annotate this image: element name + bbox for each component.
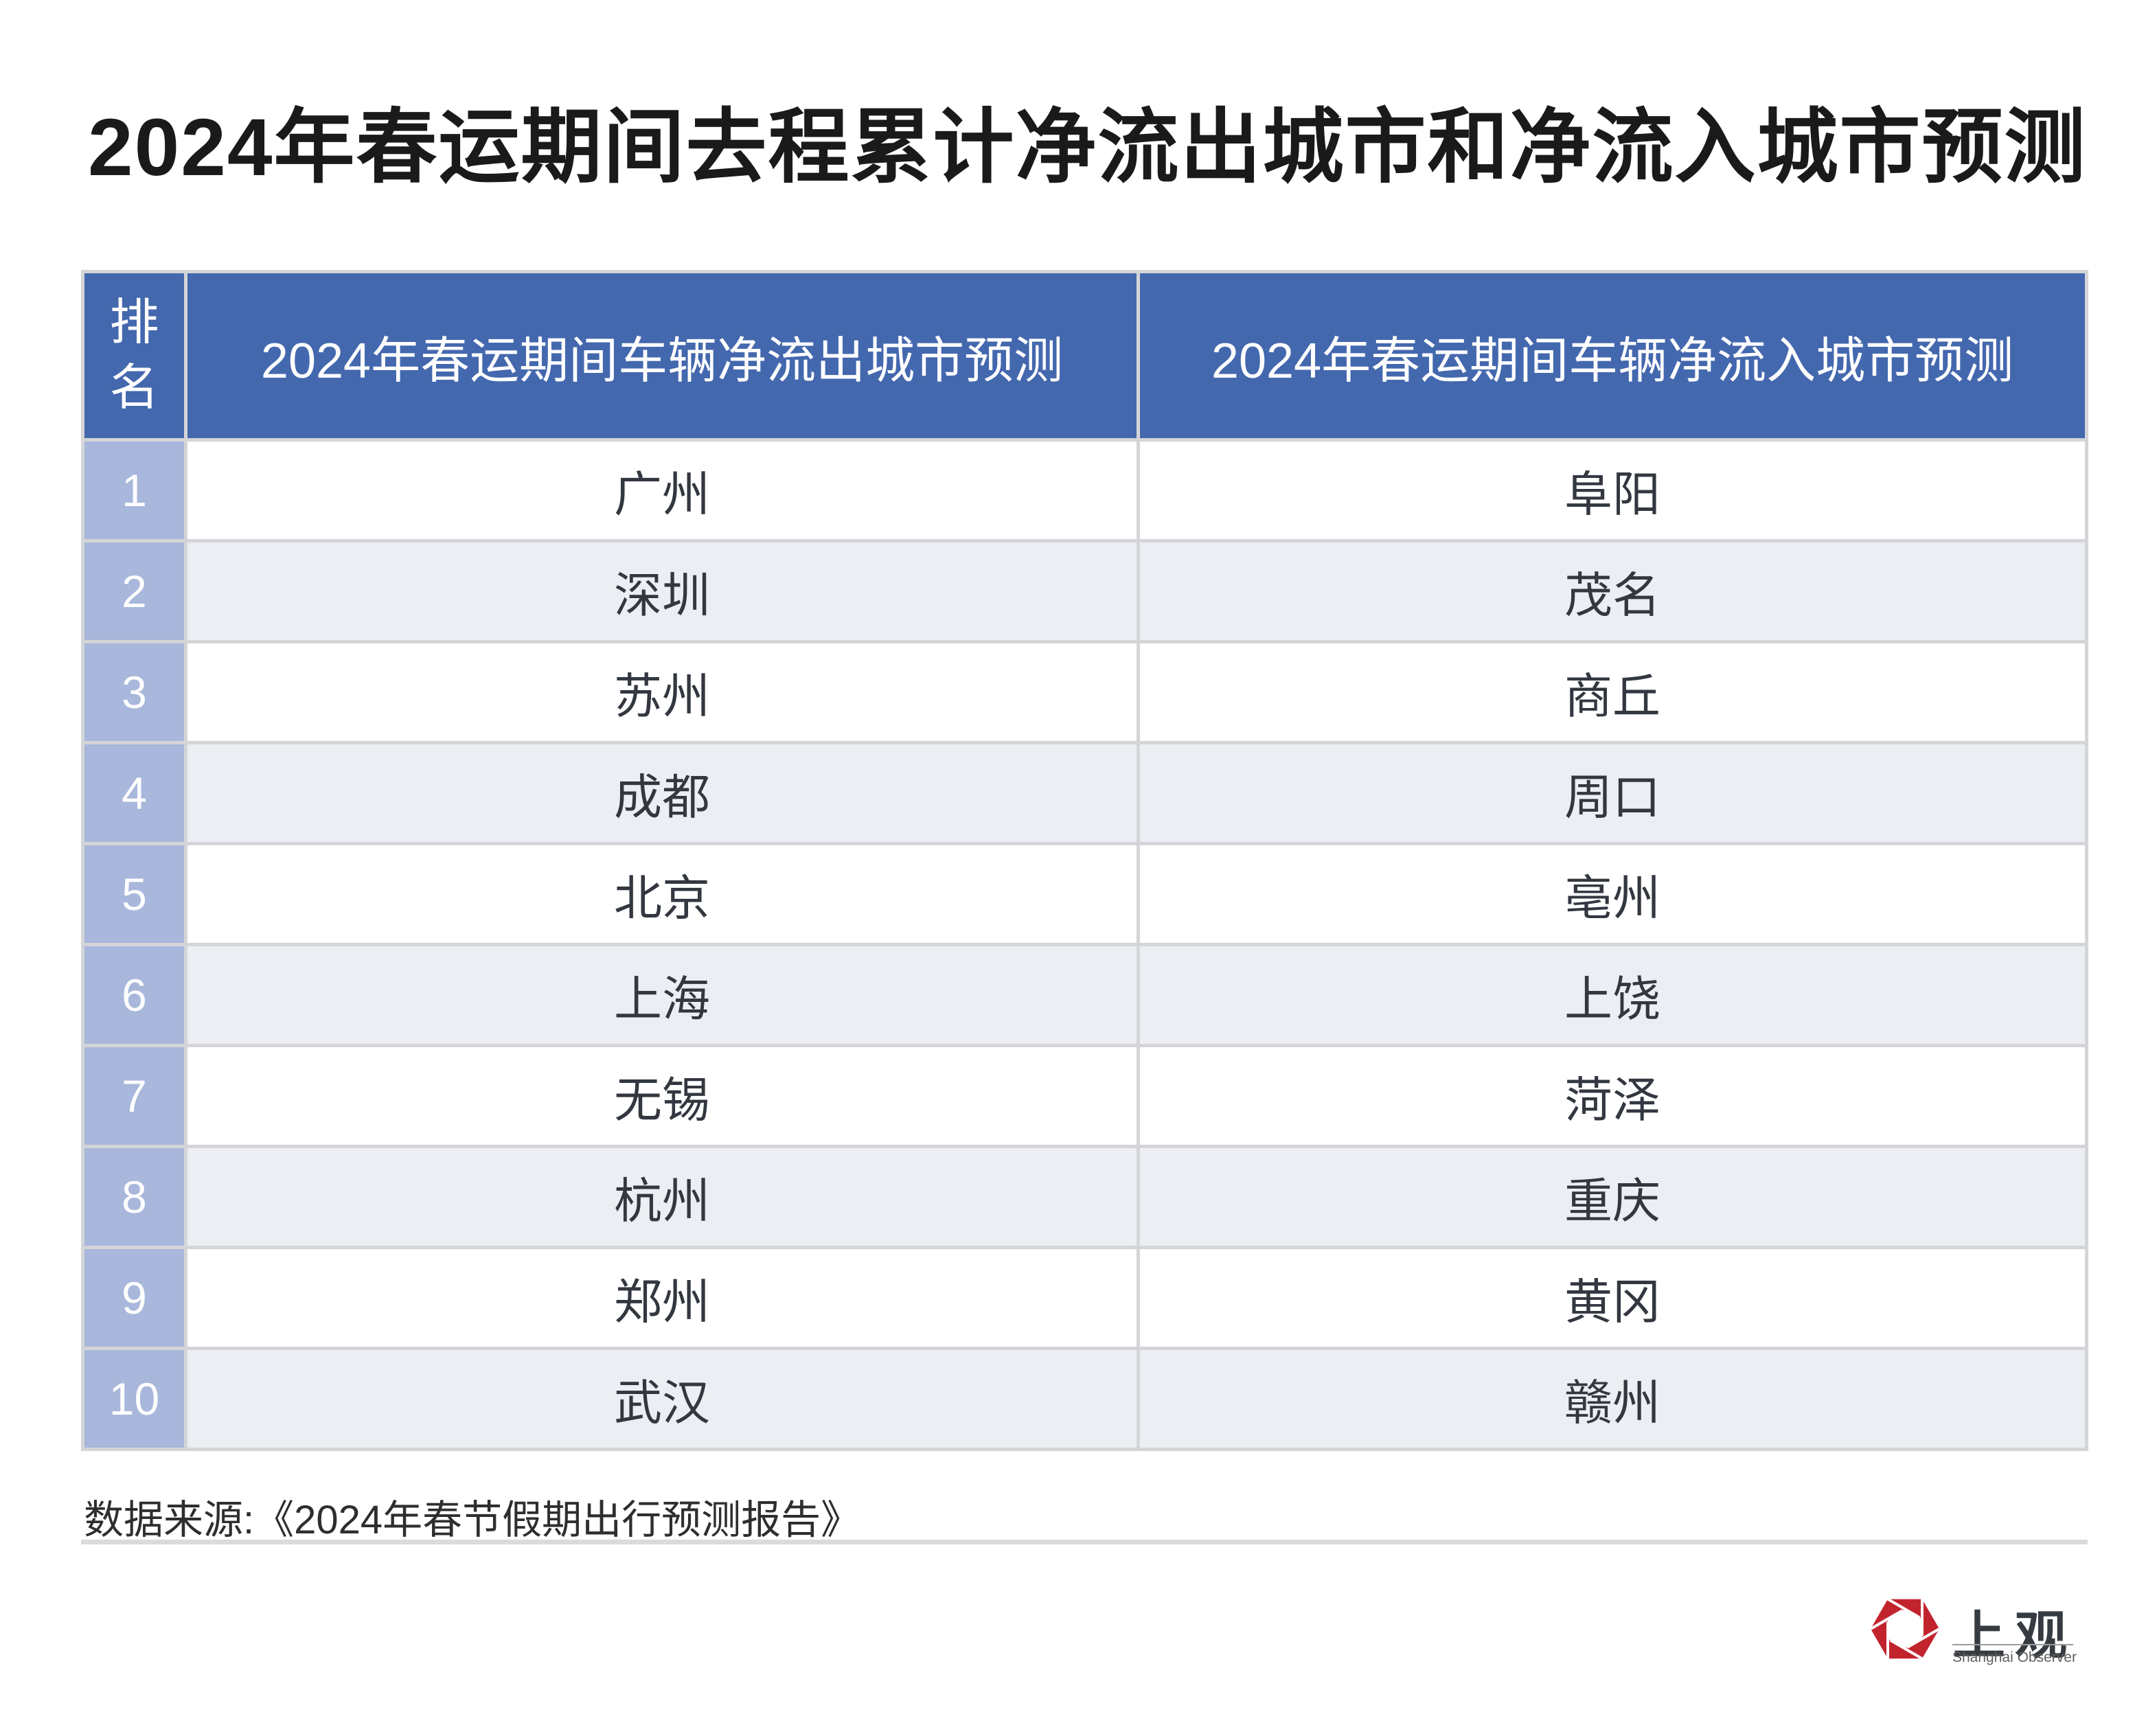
logo-divider-line xyxy=(1952,1644,2073,1645)
table-row: 4 成都 周口 xyxy=(81,741,2088,845)
inflow-city-cell: 重庆 xyxy=(1137,1145,2088,1249)
inflow-city-cell: 亳州 xyxy=(1137,842,2088,946)
outflow-city-cell: 苏州 xyxy=(184,640,1140,744)
inflow-city-cell: 茂名 xyxy=(1137,539,2088,643)
table-row: 10 武汉 赣州 xyxy=(81,1347,2088,1451)
rank-cell: 3 xyxy=(81,640,187,744)
bottom-divider xyxy=(81,1540,2088,1544)
outflow-city-cell: 上海 xyxy=(184,943,1140,1047)
table-row: 3 苏州 商丘 xyxy=(81,640,2088,744)
rank-cell: 8 xyxy=(81,1145,187,1249)
outflow-city-cell: 武汉 xyxy=(184,1347,1140,1451)
rank-cell: 2 xyxy=(81,539,187,643)
inflow-city-cell: 菏泽 xyxy=(1137,1044,2088,1148)
table-row: 8 杭州 重庆 xyxy=(81,1145,2088,1249)
inflow-city-cell: 周口 xyxy=(1137,741,2088,845)
table-row: 9 郑州 黄冈 xyxy=(81,1246,2088,1350)
inflow-city-cell: 赣州 xyxy=(1137,1347,2088,1451)
outflow-city-cell: 深圳 xyxy=(184,539,1140,643)
inflow-city-cell: 黄冈 xyxy=(1137,1246,2088,1350)
data-source-note: 数据来源:《2024年春节假期出行预测报告》 xyxy=(84,1498,861,1542)
rank-cell: 4 xyxy=(81,741,187,845)
outflow-city-cell: 广州 xyxy=(184,438,1140,542)
table-row: 7 无锡 菏泽 xyxy=(81,1044,2088,1148)
shanghai-observer-logo: 上观 Shanghai Observer xyxy=(1865,1593,2092,1669)
table-row: 6 上海 上饶 xyxy=(81,943,2088,1047)
outflow-city-cell: 杭州 xyxy=(184,1145,1140,1249)
outflow-city-cell: 北京 xyxy=(184,842,1140,946)
rank-cell: 9 xyxy=(81,1246,187,1350)
table-row: 1 广州 阜阳 xyxy=(81,438,2088,542)
table-header-row: 排名 2024年春运期间车辆净流出城市预测 2024年春运期间车辆净流入城市预测 xyxy=(81,270,2088,442)
rank-cell: 6 xyxy=(81,943,187,1047)
rank-cell: 1 xyxy=(81,438,187,542)
outflow-city-cell: 成都 xyxy=(184,741,1140,845)
rank-column-header: 排名 xyxy=(81,270,187,442)
outflow-city-cell: 无锡 xyxy=(184,1044,1140,1148)
logo-english-name: Shanghai Observer xyxy=(1952,1649,2077,1665)
outflow-city-cell: 郑州 xyxy=(184,1246,1140,1350)
logo-chinese-name: 上观 xyxy=(1953,1605,2077,1666)
outflow-column-header: 2024年春运期间车辆净流出城市预测 xyxy=(184,270,1140,442)
inflow-column-header: 2024年春运期间车辆净流入城市预测 xyxy=(1137,270,2088,442)
page-title: 2024年春运期间去程累计净流出城市和净流入城市预测 xyxy=(88,102,2087,193)
inflow-city-cell: 阜阳 xyxy=(1137,438,2088,542)
inflow-city-cell: 上饶 xyxy=(1137,943,2088,1047)
rank-cell: 10 xyxy=(81,1347,187,1451)
ranking-table: 排名 2024年春运期间车辆净流出城市预测 2024年春运期间车辆净流入城市预测… xyxy=(81,270,2088,1451)
rank-cell: 5 xyxy=(81,842,187,946)
table-row: 5 北京 亳州 xyxy=(81,842,2088,946)
table-row: 2 深圳 茂名 xyxy=(81,539,2088,643)
rank-cell: 7 xyxy=(81,1044,187,1148)
aperture-hexagon-icon xyxy=(1869,1597,1941,1660)
inflow-city-cell: 商丘 xyxy=(1137,640,2088,744)
